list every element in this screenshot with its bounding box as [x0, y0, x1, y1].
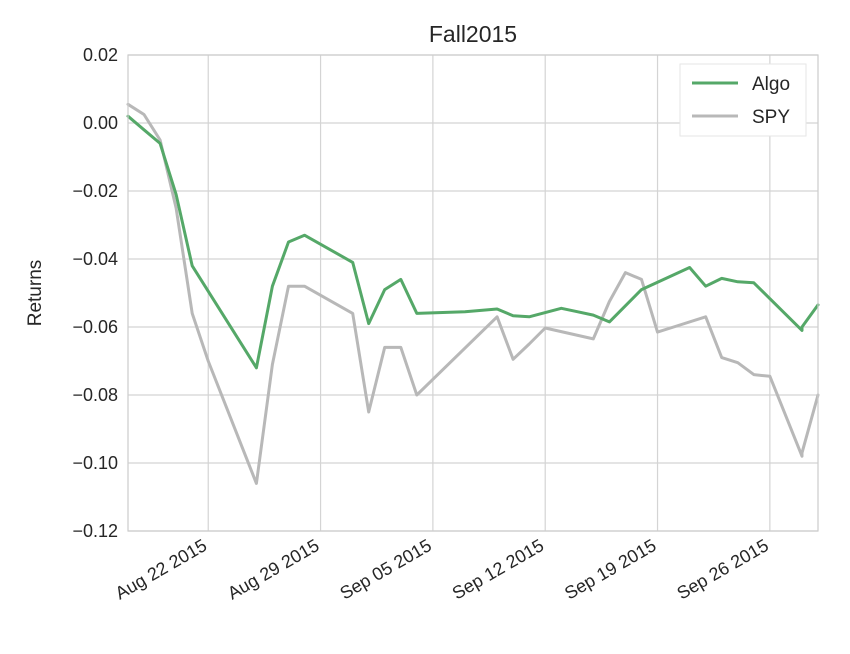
y-tick-label: 0.02: [83, 45, 118, 65]
y-tick-label: −0.08: [72, 385, 118, 405]
series-layer: [126, 102, 820, 485]
chart-title: Fall2015: [429, 21, 517, 47]
y-tick-label: −0.10: [72, 453, 118, 473]
series-line-spy: [126, 102, 820, 485]
plot-frame: [127, 54, 819, 532]
legend: Algo SPY: [679, 63, 807, 137]
x-tick-label: Sep 26 2015: [673, 535, 771, 603]
y-tick-label: −0.12: [72, 521, 118, 541]
series-line-algo: [126, 114, 820, 370]
x-tick-label: Aug 22 2015: [112, 535, 210, 603]
legend-label-algo: Algo: [752, 74, 790, 95]
y-axis-label: Returns: [25, 260, 46, 327]
x-tick-label: Aug 29 2015: [224, 535, 322, 603]
y-tick-labels: 0.02 0.00 −0.02 −0.04 −0.06 −0.08 −0.10 −0.12: [72, 45, 118, 541]
y-tick-label: −0.04: [72, 249, 118, 269]
legend-box: [679, 63, 807, 137]
y-tick-label: −0.02: [72, 181, 118, 201]
x-tick-labels: Aug 22 2015 Aug 29 2015 Sep 05 2015 Sep 12 …: [112, 535, 772, 603]
y-tick-label: −0.06: [72, 317, 118, 337]
y-tick-label: 0.00: [83, 113, 118, 133]
x-tick-label: Sep 19 2015: [561, 535, 659, 603]
x-tick-label: Sep 05 2015: [336, 535, 434, 603]
legend-label-spy: SPY: [752, 107, 790, 128]
x-tick-label: Sep 12 2015: [449, 535, 547, 603]
